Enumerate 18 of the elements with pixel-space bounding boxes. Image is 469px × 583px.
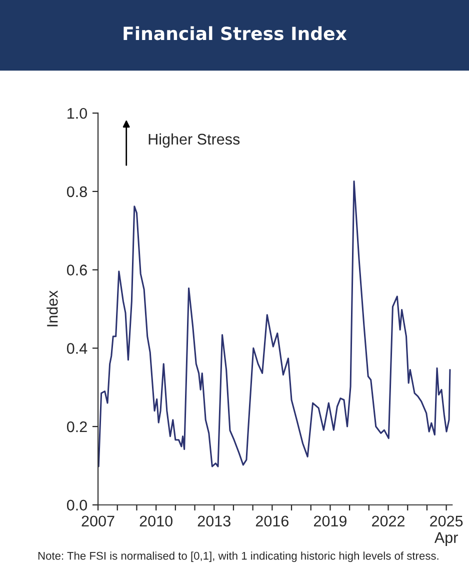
x-tick-label: 2007 bbox=[82, 516, 114, 527]
y-tick-label: 1.0 bbox=[68, 108, 88, 119]
x-tick-label: 2025 Apr bbox=[430, 516, 463, 546]
chart-title: Financial Stress Index bbox=[124, 26, 347, 40]
y-tick-label: 0.4 bbox=[66, 343, 88, 354]
x-tick-label: 2010 bbox=[140, 516, 172, 527]
x-tick-label: 2022 bbox=[372, 516, 404, 527]
y-tick-label: 0.8 bbox=[66, 186, 87, 198]
line-series bbox=[98, 180, 451, 468]
x-tick-label: 2013 bbox=[198, 516, 230, 527]
y-tick-label: 0.6 bbox=[66, 264, 87, 276]
y-tick-label: 0.0 bbox=[66, 500, 88, 511]
annotation: Higher Stress bbox=[148, 133, 240, 148]
x-tick-label: 2016 bbox=[256, 516, 288, 527]
y-axis-title: Index bbox=[46, 290, 58, 326]
x-tick-label: 2019 bbox=[314, 516, 346, 527]
text: Note: The FSI is normalised to [0,1], with 1 indicating historic high levels of stress. bbox=[38, 552, 438, 562]
y-tick-label: 0.2 bbox=[66, 421, 87, 432]
